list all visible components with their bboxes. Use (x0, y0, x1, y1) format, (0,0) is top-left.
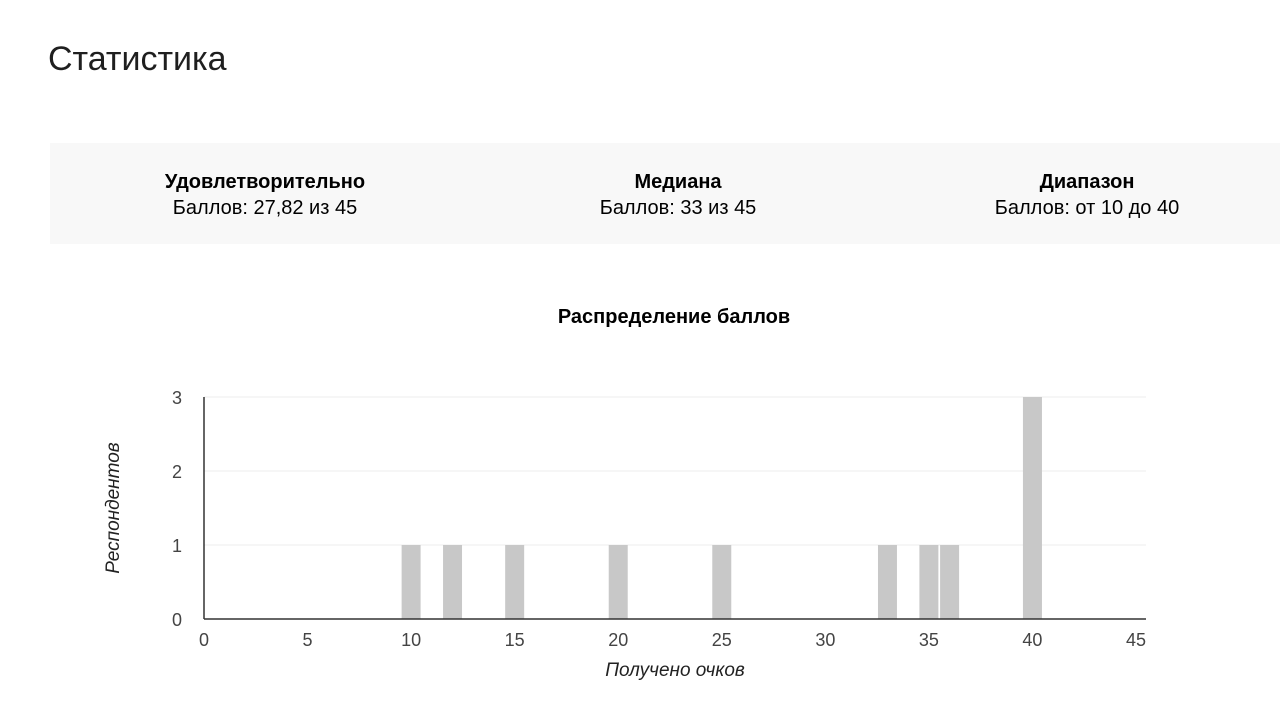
stat-range: Диапазон Баллов: от 10 до 40 (995, 169, 1179, 221)
stat-range-label: Диапазон (1039, 171, 1135, 193)
chart-ticks: 0 5 10 15 20 25 30 35 40 45 0 1 2 3 (172, 388, 1146, 650)
page-title: Статистика (48, 40, 227, 78)
x-tick-label-30: 30 (815, 630, 835, 650)
stat-average-value: Баллов: 27,82 из 45 (172, 197, 358, 219)
score-distribution-chart: Распределение баллов 0 5 10 15 20 25 30 35 40 45 0… (0, 290, 1280, 690)
x-tick-label-45: 45 (1126, 630, 1146, 650)
summary-panel: Удовлетворительно Баллов: 27,82 из 45 Ме… (50, 143, 1280, 244)
x-tick-label-20: 20 (608, 630, 628, 650)
stat-median: Медиана Баллов: 33 из 45 (600, 169, 757, 221)
bar-36 (940, 545, 960, 619)
y-tick-label-2: 2 (172, 462, 182, 482)
chart-bars (401, 397, 1042, 619)
bar-12 (443, 545, 463, 619)
bar-33 (877, 545, 897, 619)
y-tick-label-1: 1 (172, 536, 182, 556)
y-tick-label-3: 3 (172, 388, 182, 408)
x-tick-label-10: 10 (401, 630, 421, 650)
x-tick-label-25: 25 (712, 630, 732, 650)
x-tick-label-35: 35 (919, 630, 939, 650)
x-tick-label-0: 0 (199, 630, 209, 650)
bar-10 (401, 545, 421, 619)
bar-40 (1022, 397, 1042, 619)
bar-20 (608, 545, 628, 619)
x-tick-label-40: 40 (1022, 630, 1042, 650)
chart-title: Распределение баллов (558, 306, 790, 328)
x-tick-label-15: 15 (505, 630, 525, 650)
y-axis-label: Респондентов (103, 442, 124, 573)
stat-median-value: Баллов: 33 из 45 (599, 197, 757, 219)
chart-grid (204, 396, 1146, 546)
x-axis-label: Получено очков (605, 660, 745, 681)
bar-25 (712, 545, 732, 619)
bar-15 (505, 545, 525, 619)
stat-median-label: Медиана (634, 171, 722, 193)
stat-average: Удовлетворительно Баллов: 27,82 из 45 (165, 169, 365, 221)
stat-average-label: Удовлетворительно (164, 171, 366, 193)
x-tick-label-5: 5 (303, 630, 313, 650)
bar-35 (919, 545, 939, 619)
chart-axes (203, 397, 1146, 620)
stat-range-value: Баллов: от 10 до 40 (994, 197, 1180, 219)
y-tick-label-0: 0 (172, 610, 182, 630)
chart-svg: Распределение баллов 0 5 10 15 20 25 30 35 40 450… (103, 306, 1146, 681)
